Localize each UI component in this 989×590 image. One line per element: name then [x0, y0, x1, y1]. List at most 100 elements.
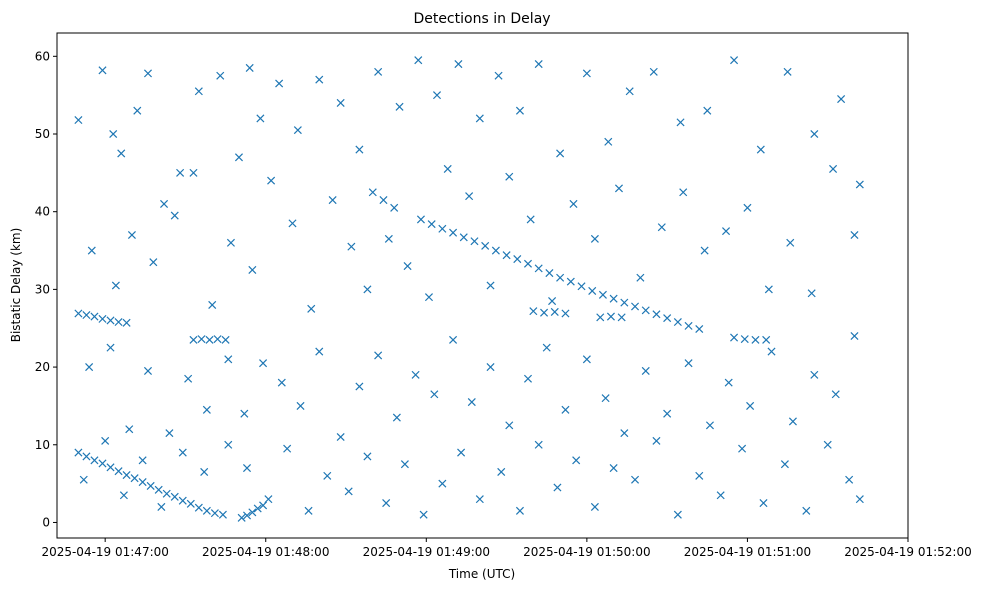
data-point [288, 219, 297, 228]
data-point [208, 300, 217, 309]
data-point [119, 491, 128, 500]
data-point [505, 421, 514, 430]
data-point [724, 378, 733, 387]
x-axis-ticks: 2025-04-19 01:47:00 2025-04-19 01:48:00 20… [41, 538, 972, 559]
y-tick-label: 0 [42, 515, 50, 529]
data-point [829, 164, 838, 173]
data-point [213, 335, 222, 344]
data-point [663, 314, 672, 323]
data-point [598, 290, 607, 299]
data-point [810, 370, 819, 379]
data-point [631, 302, 640, 311]
data-point [823, 440, 832, 449]
data-point [226, 238, 235, 247]
data-point [216, 71, 225, 80]
data-point [130, 474, 139, 483]
data-point [197, 335, 206, 344]
data-point [566, 277, 575, 286]
data-point [189, 335, 198, 344]
data-point [831, 390, 840, 399]
data-point [106, 463, 115, 472]
data-point [636, 273, 645, 282]
data-point [738, 444, 747, 453]
data-point [111, 281, 120, 290]
x-tick-label: 2025-04-19 01:51:00 [684, 545, 811, 559]
data-point [245, 63, 254, 72]
y-tick-label: 60 [35, 49, 50, 63]
data-point [810, 129, 819, 139]
data-point [392, 413, 401, 422]
data-point [534, 264, 543, 273]
data-point [443, 164, 452, 173]
data-point [390, 203, 399, 212]
data-point [186, 499, 195, 508]
data-point [242, 464, 252, 473]
data-point [556, 273, 565, 282]
data-point [74, 115, 83, 125]
data-point [470, 237, 479, 246]
data-point [475, 114, 484, 123]
data-point [631, 475, 640, 484]
data-point [427, 220, 436, 229]
data-point [98, 459, 107, 468]
data-point [572, 456, 581, 465]
data-point [505, 172, 514, 181]
data-point [673, 317, 682, 327]
data-point [315, 347, 324, 356]
data-point [82, 452, 91, 461]
chart-title: Detections in Delay [413, 11, 550, 27]
data-point [855, 180, 864, 189]
data-point [561, 309, 570, 318]
data-point [596, 313, 605, 322]
data-point [240, 409, 249, 418]
data-point [194, 87, 203, 96]
data-points [74, 56, 864, 522]
data-point [703, 106, 712, 115]
data-point [178, 448, 187, 457]
y-tick-label: 10 [35, 438, 50, 452]
data-point [438, 224, 447, 233]
data-point [98, 66, 107, 75]
y-tick-label: 30 [35, 282, 50, 296]
data-point [807, 289, 816, 298]
data-point [224, 355, 233, 364]
data-point [695, 324, 704, 334]
data-point [127, 230, 136, 240]
data-point [604, 137, 613, 146]
data-point [237, 513, 246, 522]
data-point [79, 475, 88, 484]
data-point [837, 95, 846, 104]
data-point [582, 355, 591, 364]
data-point [786, 238, 795, 247]
data-point [194, 503, 203, 512]
data-point [419, 510, 428, 519]
data-point [395, 102, 404, 111]
x-tick-label: 2025-04-19 01:48:00 [202, 545, 329, 559]
data-point [117, 149, 126, 158]
data-point [523, 259, 533, 268]
data-point [523, 374, 533, 383]
data-point [620, 429, 629, 438]
data-point [684, 359, 693, 368]
data-point [663, 409, 672, 418]
data-point [374, 67, 383, 76]
data-point [275, 79, 284, 88]
data-point [679, 188, 688, 197]
data-point [277, 378, 286, 387]
data-point [87, 246, 96, 255]
data-point [253, 504, 262, 513]
data-point [432, 91, 442, 100]
data-point [845, 475, 854, 484]
data-point [513, 255, 522, 264]
data-point [606, 312, 615, 321]
data-point [494, 71, 503, 80]
data-point [788, 417, 797, 426]
data-point [625, 87, 634, 96]
y-tick-label: 40 [35, 205, 50, 219]
data-point [400, 460, 409, 469]
data-point [529, 307, 538, 316]
data-point [122, 318, 131, 327]
data-point [234, 153, 243, 162]
